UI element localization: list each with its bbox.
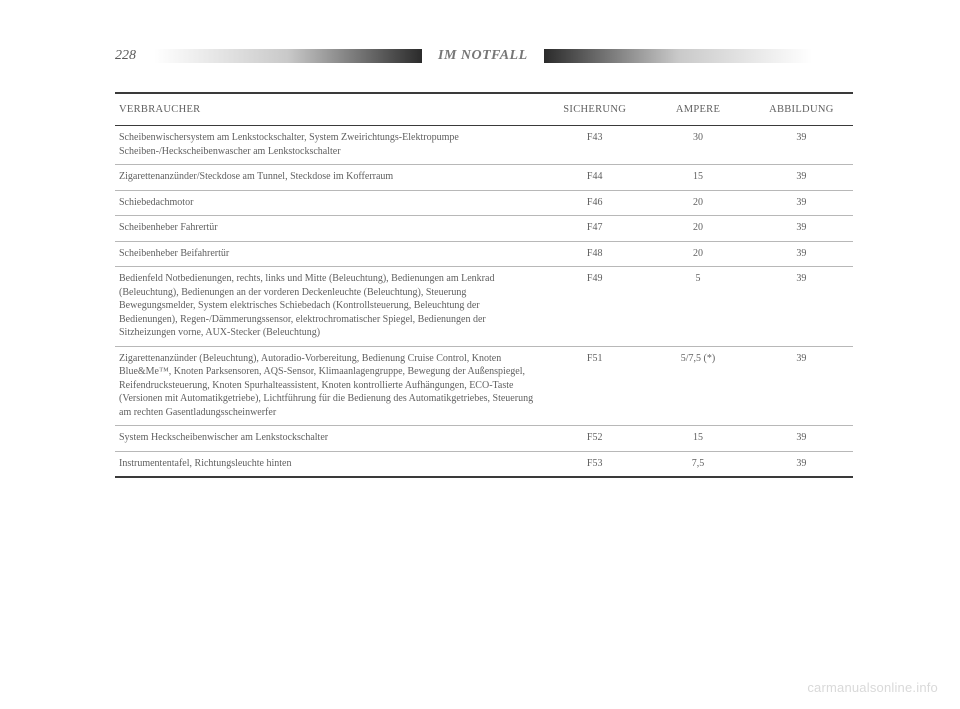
table-row: Zigarettenanzünder (Beleuchtung), Autora…: [115, 346, 853, 426]
table-row: Zigarettenanzünder/Steckdose am Tunnel, …: [115, 165, 853, 191]
col-header-abbildung: ABBILDUNG: [750, 93, 853, 126]
page-header: 228 IM NOTFALL: [115, 48, 853, 64]
table-row: Scheibenwischersystem am Lenkstockschalt…: [115, 126, 853, 165]
cell-desc: Scheibenheber Beifahrertür: [115, 241, 543, 267]
cell-amp: 5: [646, 267, 749, 347]
cell-fig: 39: [750, 346, 853, 426]
cell-amp: 20: [646, 216, 749, 242]
page-content: 228 IM NOTFALL VERBRAUCHER SICHERUNG AMP…: [115, 48, 853, 478]
cell-fuse: F44: [543, 165, 646, 191]
cell-fuse: F48: [543, 241, 646, 267]
cell-fig: 39: [750, 190, 853, 216]
table-header-row: VERBRAUCHER SICHERUNG AMPERE ABBILDUNG: [115, 93, 853, 126]
cell-fig: 39: [750, 426, 853, 452]
cell-amp: 20: [646, 241, 749, 267]
cell-fig: 39: [750, 216, 853, 242]
col-header-sicherung: SICHERUNG: [543, 93, 646, 126]
cell-fuse: F53: [543, 451, 646, 477]
section-title: IM NOTFALL: [438, 48, 528, 64]
cell-desc: Scheibenheber Fahrertür: [115, 216, 543, 242]
cell-fig: 39: [750, 267, 853, 347]
watermark-text: carmanualsonline.info: [807, 680, 938, 695]
cell-desc: System Heckscheibenwischer am Lenkstocks…: [115, 426, 543, 452]
cell-amp: 7,5: [646, 451, 749, 477]
cell-desc: Bedienfeld Notbedienungen, rechts, links…: [115, 267, 543, 347]
page-number: 228: [115, 48, 136, 64]
cell-fig: 39: [750, 241, 853, 267]
cell-fuse: F49: [543, 267, 646, 347]
table-row: Bedienfeld Notbedienungen, rechts, links…: [115, 267, 853, 347]
table-row: Scheibenheber Fahrertür F47 20 39: [115, 216, 853, 242]
cell-amp: 15: [646, 426, 749, 452]
cell-fuse: F43: [543, 126, 646, 165]
cell-fuse: F51: [543, 346, 646, 426]
col-header-ampere: AMPERE: [646, 93, 749, 126]
cell-fig: 39: [750, 451, 853, 477]
fuse-table: VERBRAUCHER SICHERUNG AMPERE ABBILDUNG S…: [115, 92, 853, 478]
table-row: System Heckscheibenwischer am Lenkstocks…: [115, 426, 853, 452]
cell-amp: 30: [646, 126, 749, 165]
cell-fuse: F46: [543, 190, 646, 216]
table-row: Instrumententafel, Richtungsleuchte hint…: [115, 451, 853, 477]
cell-amp: 15: [646, 165, 749, 191]
cell-desc: Zigarettenanzünder (Beleuchtung), Autora…: [115, 346, 543, 426]
cell-desc: Schiebedachmotor: [115, 190, 543, 216]
header-gradient-right: [544, 49, 812, 63]
cell-desc: Scheibenwischersystem am Lenkstockschalt…: [115, 126, 543, 165]
table-row: Scheibenheber Beifahrertür F48 20 39: [115, 241, 853, 267]
table-row: Schiebedachmotor F46 20 39: [115, 190, 853, 216]
cell-amp: 5/7,5 (*): [646, 346, 749, 426]
cell-desc: Zigarettenanzünder/Steckdose am Tunnel, …: [115, 165, 543, 191]
header-gradient-left: [154, 49, 422, 63]
cell-fig: 39: [750, 165, 853, 191]
cell-desc: Instrumententafel, Richtungsleuchte hint…: [115, 451, 543, 477]
cell-amp: 20: [646, 190, 749, 216]
cell-fuse: F52: [543, 426, 646, 452]
cell-fig: 39: [750, 126, 853, 165]
col-header-verbraucher: VERBRAUCHER: [115, 93, 543, 126]
cell-fuse: F47: [543, 216, 646, 242]
